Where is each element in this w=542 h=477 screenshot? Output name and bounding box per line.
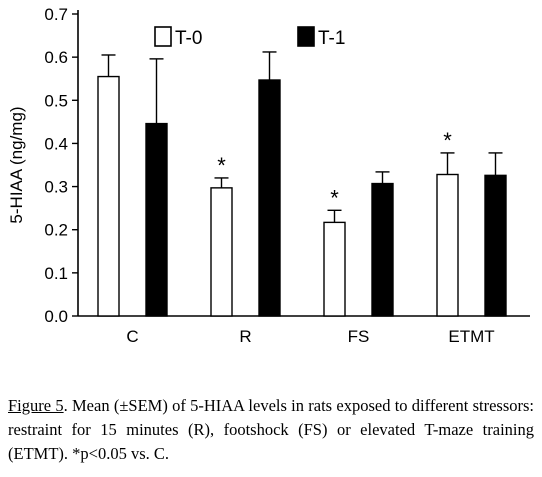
x-tick-label: FS [348,327,370,346]
y-tick-label: 0.3 [44,178,68,197]
bar-t-0-c [97,75,120,317]
bar-t-1-fs [371,182,394,317]
y-tick-label: 0.4 [44,134,68,153]
bar-t-0-etmt [436,173,459,317]
bar-chart: 0.0 0.1 0.2 0.3 0.4 0.5 0.6 0.7 C * R * FS * ETMT T-0… [7,5,530,346]
x-tick-label: R [239,327,251,346]
y-tick-label: 0.5 [44,91,68,110]
figure-reference: Figure 5 [8,396,64,415]
y-tick-label: 0.7 [44,5,68,24]
bar-t-0-fs [323,221,346,317]
x-tick-label: ETMT [448,327,494,346]
chart-bars: C * R * FS * ETMT [97,51,507,346]
significance-marker: * [330,185,339,210]
bar-t-1-r [258,79,281,317]
y-axis-label: 5-HIAA (ng/mg) [7,106,26,223]
y-tick-label: 0.1 [44,264,68,283]
bar-t-1-etmt [484,174,507,317]
chart-legend: T-0 T-1 [154,26,345,49]
legend-swatch-t-1 [297,26,315,47]
x-tick-label: C [126,327,138,346]
bar-t-1-c [145,122,168,317]
legend-label-t-1: T-1 [318,28,345,49]
caption-text: . Mean (±SEM) of 5-HIAA levels in rats e… [8,396,534,463]
figure-caption: Figure 5. Mean (±SEM) of 5-HIAA levels i… [8,394,534,466]
significance-marker: * [443,128,452,153]
y-tick-label: 0.6 [44,48,68,67]
bar-t-0-r [210,187,233,317]
legend-swatch-t-0 [154,26,172,47]
legend-label-t-0: T-0 [175,28,202,49]
significance-marker: * [217,153,226,178]
y-tick-label: 0.0 [44,307,68,326]
y-tick-label: 0.2 [44,221,68,240]
